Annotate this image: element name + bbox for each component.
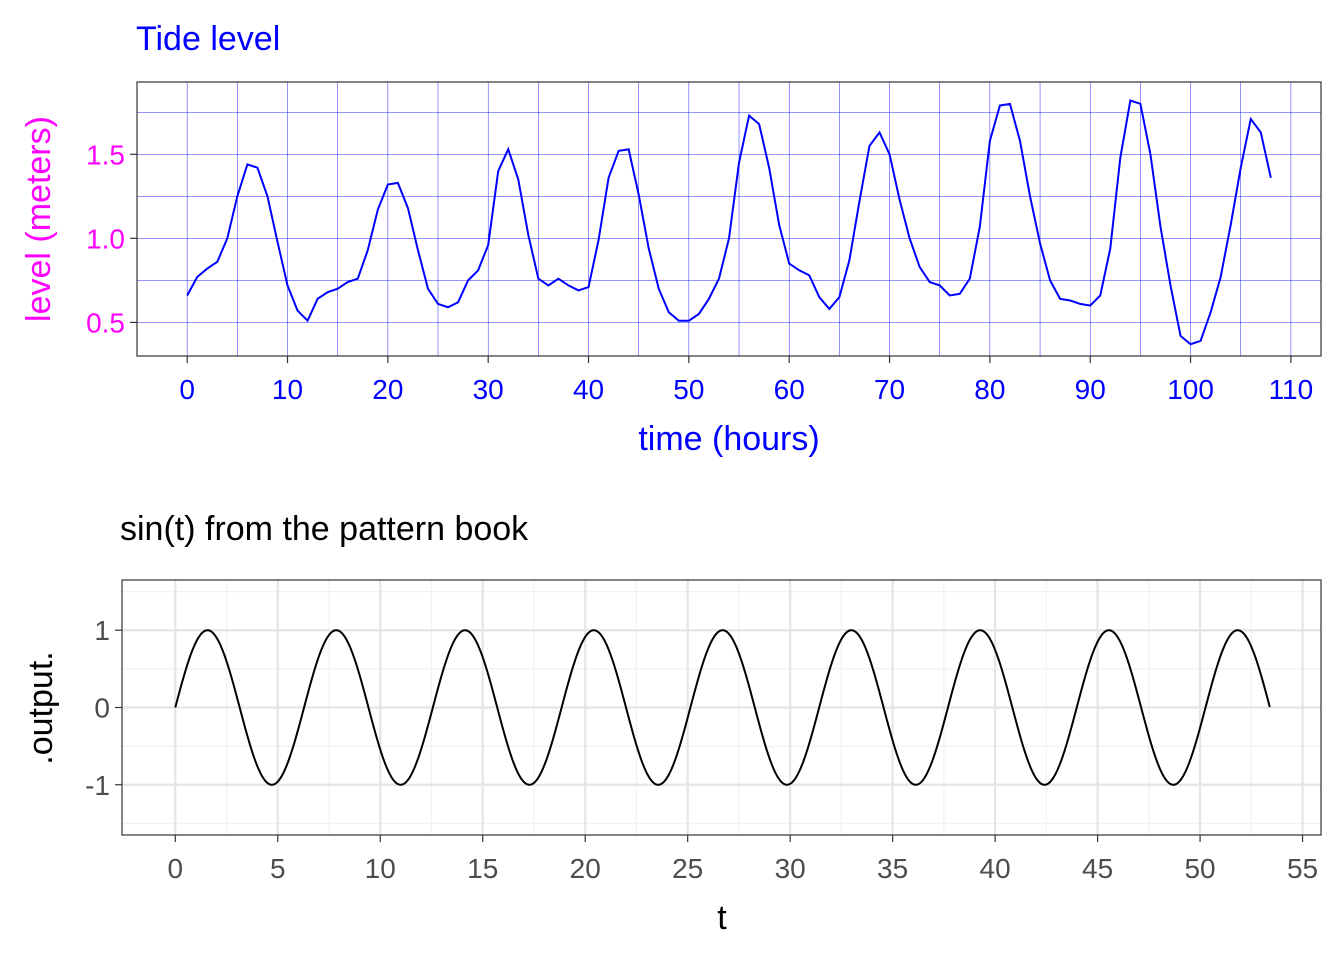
- tide-panel-border: [136, 81, 1322, 357]
- sine-x-tick-label: 55: [1287, 853, 1318, 884]
- sine-panel: sin(t) from the pattern book 0 5 10 15 20 25 3…: [22, 510, 1322, 937]
- tide-x-tick-label: 100: [1167, 374, 1214, 405]
- tide-grid: [136, 82, 1321, 356]
- tide-y-tick-label: 0.5: [86, 307, 125, 338]
- tide-x-tick-label: 70: [874, 374, 905, 405]
- tide-level-series-line: [186, 99, 1272, 346]
- tide-y-axis: 0.5 1.0 1.5: [86, 139, 137, 338]
- sine-x-tick-label: 0: [167, 853, 183, 884]
- sine-y-tick-label: 1: [94, 615, 110, 646]
- tide-x-tick-label: 110: [1269, 374, 1314, 405]
- sine-x-tick-label: 25: [672, 853, 703, 884]
- tide-x-tick-label: 10: [272, 374, 303, 405]
- sine-x-tick-label: 40: [980, 853, 1011, 884]
- tide-x-axis-label: time (hours): [638, 420, 819, 458]
- tide-y-axis-label: level (meters): [20, 116, 58, 322]
- tide-y-tick-label: 1.5: [86, 139, 125, 170]
- sine-grid: [122, 580, 1321, 835]
- tide-x-axis: 0 10 20 30 40 50 60 70 80 90 100 110: [179, 356, 1313, 405]
- sine-y-tick-label: 0: [94, 693, 110, 724]
- tide-y-tick-label: 1.0: [86, 223, 125, 254]
- sine-y-axis-label: .output.: [22, 651, 60, 764]
- tide-panel: Tide level 0 10 20 30 40 50 60 70 80 90 100 110 0.5…: [20, 20, 1322, 458]
- tide-x-tick-label: 90: [1075, 374, 1106, 405]
- sine-title: sin(t) from the pattern book: [120, 510, 529, 548]
- sine-x-tick-label: 30: [775, 853, 806, 884]
- sine-y-axis: -1 0 1: [85, 615, 122, 801]
- sine-y-tick-label: -1: [85, 770, 110, 801]
- tide-x-tick-label: 60: [774, 374, 805, 405]
- sine-x-axis: 0 5 10 15 20 25 30 35 40 45 50 55: [167, 835, 1318, 884]
- sine-x-tick-label: 50: [1184, 853, 1215, 884]
- tide-x-tick-label: 40: [573, 374, 604, 405]
- sine-x-axis-label: t: [717, 899, 727, 937]
- sine-output-series-line: [174, 629, 1271, 786]
- sine-x-tick-label: 15: [467, 853, 498, 884]
- sine-x-tick-label: 20: [570, 853, 601, 884]
- sine-x-tick-label: 35: [877, 853, 908, 884]
- tide-x-tick-label: 20: [372, 374, 403, 405]
- sine-x-tick-label: 10: [365, 853, 396, 884]
- tide-x-tick-label: 50: [673, 374, 704, 405]
- tide-x-tick-label: 0: [179, 374, 195, 405]
- tide-title: Tide level: [136, 20, 280, 58]
- sine-x-tick-label: 5: [270, 853, 286, 884]
- sine-x-tick-label: 45: [1082, 853, 1113, 884]
- tide-x-tick-label: 30: [473, 374, 504, 405]
- tide-x-tick-label: 80: [974, 374, 1005, 405]
